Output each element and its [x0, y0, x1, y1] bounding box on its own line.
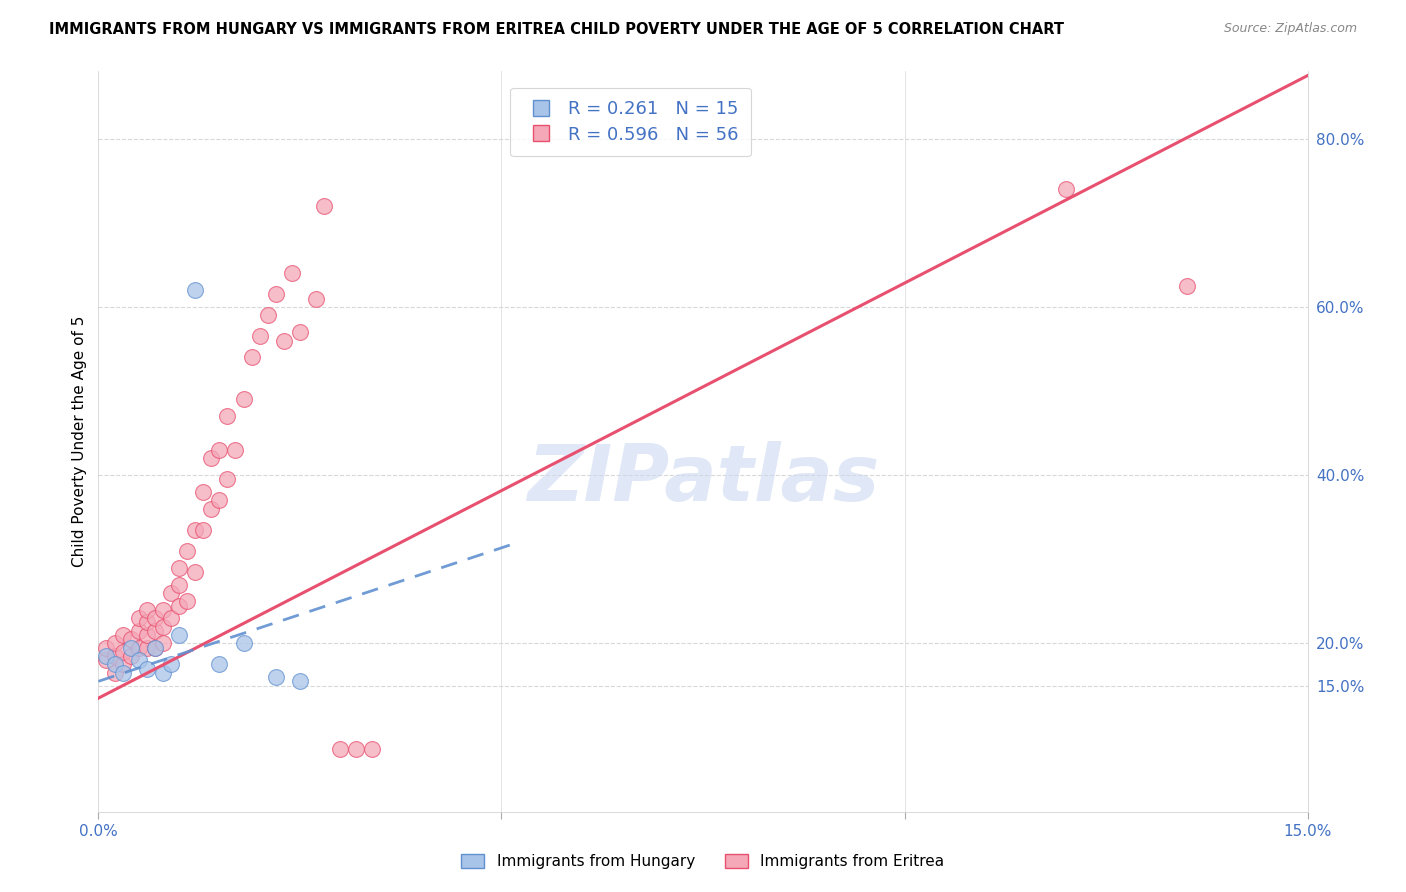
Point — [184, 565, 207, 579]
Point — [288, 325, 311, 339]
Point — [103, 665, 125, 680]
Text: Source: ZipAtlas.com: Source: ZipAtlas.com — [1223, 22, 1357, 36]
Point — [152, 665, 174, 680]
Point — [176, 594, 198, 608]
Point — [152, 619, 174, 633]
Point — [135, 640, 157, 655]
Point — [120, 632, 142, 647]
Legend: R = 0.261   N = 15, R = 0.596   N = 56: R = 0.261 N = 15, R = 0.596 N = 56 — [510, 87, 751, 156]
Point — [128, 624, 150, 638]
Point — [256, 309, 278, 323]
Point — [193, 485, 215, 500]
Text: ZIPatlas: ZIPatlas — [527, 441, 879, 516]
Point — [208, 442, 231, 457]
Point — [329, 741, 352, 756]
Point — [152, 603, 174, 617]
Point — [167, 628, 190, 642]
Point — [288, 674, 311, 689]
Point — [208, 493, 231, 508]
Point — [200, 501, 222, 516]
Point — [111, 657, 134, 672]
Point — [96, 640, 118, 655]
Point — [217, 409, 239, 424]
Point — [103, 636, 125, 650]
Point — [184, 523, 207, 537]
Point — [264, 670, 287, 684]
Point — [160, 586, 183, 600]
Point — [167, 577, 190, 591]
Point — [128, 611, 150, 625]
Y-axis label: Child Poverty Under the Age of 5: Child Poverty Under the Age of 5 — [72, 316, 87, 567]
Point — [143, 624, 166, 638]
Point — [1175, 279, 1198, 293]
Point — [1054, 182, 1077, 196]
Point — [240, 351, 263, 365]
Text: IMMIGRANTS FROM HUNGARY VS IMMIGRANTS FROM ERITREA CHILD POVERTY UNDER THE AGE O: IMMIGRANTS FROM HUNGARY VS IMMIGRANTS FR… — [49, 22, 1064, 37]
Point — [143, 640, 166, 655]
Point — [96, 653, 118, 667]
Point — [96, 649, 118, 664]
Point — [167, 560, 190, 574]
Point — [120, 640, 142, 655]
Point — [143, 640, 166, 655]
Point — [208, 657, 231, 672]
Point — [176, 544, 198, 558]
Point — [305, 292, 328, 306]
Point — [152, 636, 174, 650]
Point — [128, 640, 150, 655]
Point — [232, 636, 254, 650]
Point — [361, 741, 384, 756]
Point — [217, 472, 239, 486]
Point — [135, 628, 157, 642]
Point — [224, 442, 246, 457]
Point — [264, 287, 287, 301]
Point — [160, 657, 183, 672]
Point — [103, 649, 125, 664]
Point — [103, 657, 125, 672]
Point — [128, 653, 150, 667]
Point — [281, 266, 304, 280]
Point — [135, 603, 157, 617]
Point — [249, 329, 271, 343]
Legend: Immigrants from Hungary, Immigrants from Eritrea: Immigrants from Hungary, Immigrants from… — [456, 848, 950, 875]
Point — [273, 334, 295, 348]
Point — [160, 611, 183, 625]
Point — [135, 615, 157, 630]
Point — [111, 645, 134, 659]
Point — [232, 392, 254, 407]
Point — [120, 649, 142, 664]
Point — [200, 451, 222, 466]
Point — [193, 523, 215, 537]
Point — [314, 199, 336, 213]
Point — [344, 741, 367, 756]
Point — [143, 611, 166, 625]
Point — [184, 283, 207, 297]
Point — [135, 662, 157, 676]
Point — [167, 599, 190, 613]
Point — [111, 665, 134, 680]
Point — [111, 628, 134, 642]
